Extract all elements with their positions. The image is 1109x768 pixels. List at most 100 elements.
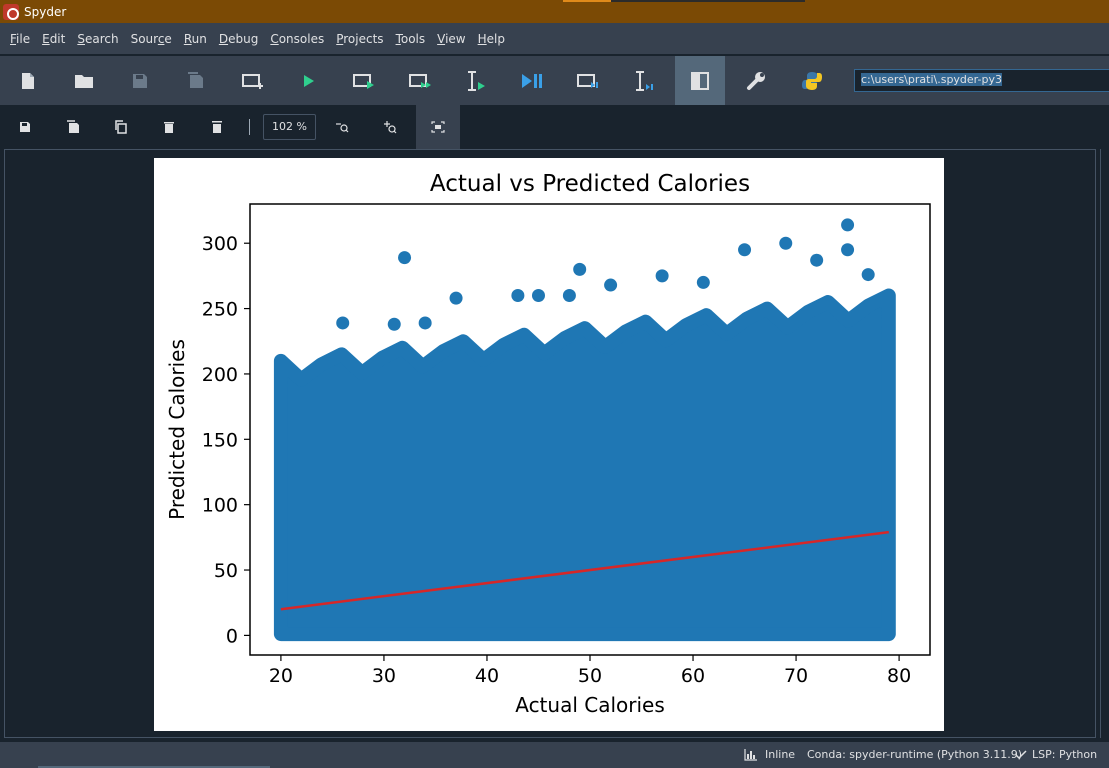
debug-selection-icon [636,71,653,91]
scatter-chart: 20 30 40 50 60 70 80 0 50 100 150 200 250 300 Actual v… [165,171,931,717]
new-file-icon [22,73,34,89]
new-file-button[interactable] [3,56,53,106]
copy-plot-button[interactable] [99,105,143,149]
debug-cell-icon [577,74,598,88]
debug-icon [522,74,542,88]
x-axis-label: Actual Calories [515,693,665,717]
scatter-point [398,251,412,265]
spyder-logo-icon [3,3,19,20]
window-titlebar: Spyder [0,0,1109,23]
y-tick-label: 300 [202,233,238,255]
inline-backend-status[interactable]: Inline [765,748,796,761]
scatter-point [841,218,855,232]
save-button[interactable] [115,56,165,106]
conda-env-status[interactable]: Conda: spyder-runtime (Python 3.11.9) [807,748,1023,761]
remove-all-plots-button[interactable] [195,105,239,149]
scatter-point [531,289,545,303]
x-tick-label: 20 [269,665,293,687]
y-tick-label: 150 [202,429,238,451]
run-cell-advance-icon [409,74,431,88]
menu-item[interactable]: Debug [218,31,259,46]
y-tick-label: 50 [214,560,238,582]
menu-item[interactable]: Help [477,31,505,46]
open-file-button[interactable] [59,56,109,106]
remove-plot-button[interactable] [147,105,191,149]
new-cell-button[interactable] [228,56,278,106]
save-all-button[interactable] [171,56,221,106]
zoom-in-icon [384,121,397,134]
run-selection-icon [468,71,485,91]
plot-figure: 20 30 40 50 60 70 80 0 50 100 150 200 250 300 Actual v… [154,158,944,731]
python-path-button[interactable] [787,56,837,106]
zoom-out-button[interactable] [320,105,364,149]
open-file-icon [75,75,93,88]
run-cell-advance-button[interactable] [395,56,445,106]
scatter-point [738,243,752,257]
scatter-point [779,236,793,250]
fit-plot-button[interactable] [416,105,460,149]
checkmark-icon [1015,750,1027,760]
menu-item[interactable]: Projects [336,31,384,46]
scatter-point [562,289,576,303]
menu-bar: File Edit Search Source Run Debug Consoles Proj… [0,23,1109,54]
menu-item[interactable]: View [437,31,466,46]
titlebar-accent [563,0,611,2]
regression-line [280,530,889,611]
scatter-point [696,275,710,289]
vertical-scrollbar[interactable] [1100,149,1109,738]
x-tick-label: 50 [578,665,602,687]
run-selection-button[interactable] [451,56,501,106]
save-all-plots-icon [67,120,79,133]
scatter-point-cloud [273,288,896,642]
save-plot-button[interactable] [3,105,47,149]
new-cell-icon [242,74,263,89]
save-plot-icon [20,122,30,132]
menu-item[interactable]: Search [77,31,119,46]
x-tick-label: 30 [372,665,396,687]
menu-item[interactable]: Edit [42,31,66,46]
zoom-in-button[interactable] [368,105,412,149]
menu-item[interactable]: Run [183,31,207,46]
x-tick-label: 70 [784,665,808,687]
scatter-point [449,291,463,305]
scatter-point [418,316,432,330]
working-directory-value: c:\users\prati\.spyder-py3 [861,73,1002,86]
maximize-pane-button[interactable] [675,56,725,106]
trash-icon [164,121,174,133]
debug-cell-button[interactable] [563,56,613,106]
scatter-point [841,243,855,257]
x-tick-label: 80 [887,665,911,687]
run-cell-icon [353,74,374,89]
y-axis-label: Predicted Calories [165,339,189,520]
status-bar: Inline Conda: spyder-runtime (Python 3.1… [0,742,1109,768]
lsp-status[interactable]: LSP: Python [1032,748,1098,761]
working-directory-input[interactable]: c:\users\prati\.spyder-py3 [854,69,1109,92]
scatter-point [336,316,350,330]
plots-toolbar: 102 % [0,105,1109,149]
menu-item[interactable]: Tools [395,31,426,46]
menu-item[interactable]: Source [130,31,172,46]
preferences-icon [747,72,765,90]
scatter-point [387,317,401,331]
y-tick-label: 100 [202,495,238,517]
chart-title: Actual vs Predicted Calories [430,171,750,197]
menu-item[interactable]: Consoles [270,31,325,46]
save-all-plots-button[interactable] [51,105,95,149]
run-cell-button[interactable] [339,56,389,106]
run-icon [304,75,314,87]
bottom-accent-bar [38,766,270,768]
scatter-point [655,269,669,283]
scatter-point [573,262,587,276]
python-path-icon [802,72,822,90]
debug-button[interactable] [507,56,557,106]
zoom-input[interactable]: 102 % [263,114,316,140]
menu-item[interactable]: File [10,31,31,46]
bar-chart-icon [744,749,757,761]
scatter-point [511,289,525,303]
run-button[interactable] [284,56,334,106]
y-tick-label: 0 [226,625,238,647]
debug-selection-button[interactable] [619,56,669,106]
zoom-out-icon [336,123,349,133]
preferences-button[interactable] [731,56,781,106]
scatter-point [861,268,875,282]
